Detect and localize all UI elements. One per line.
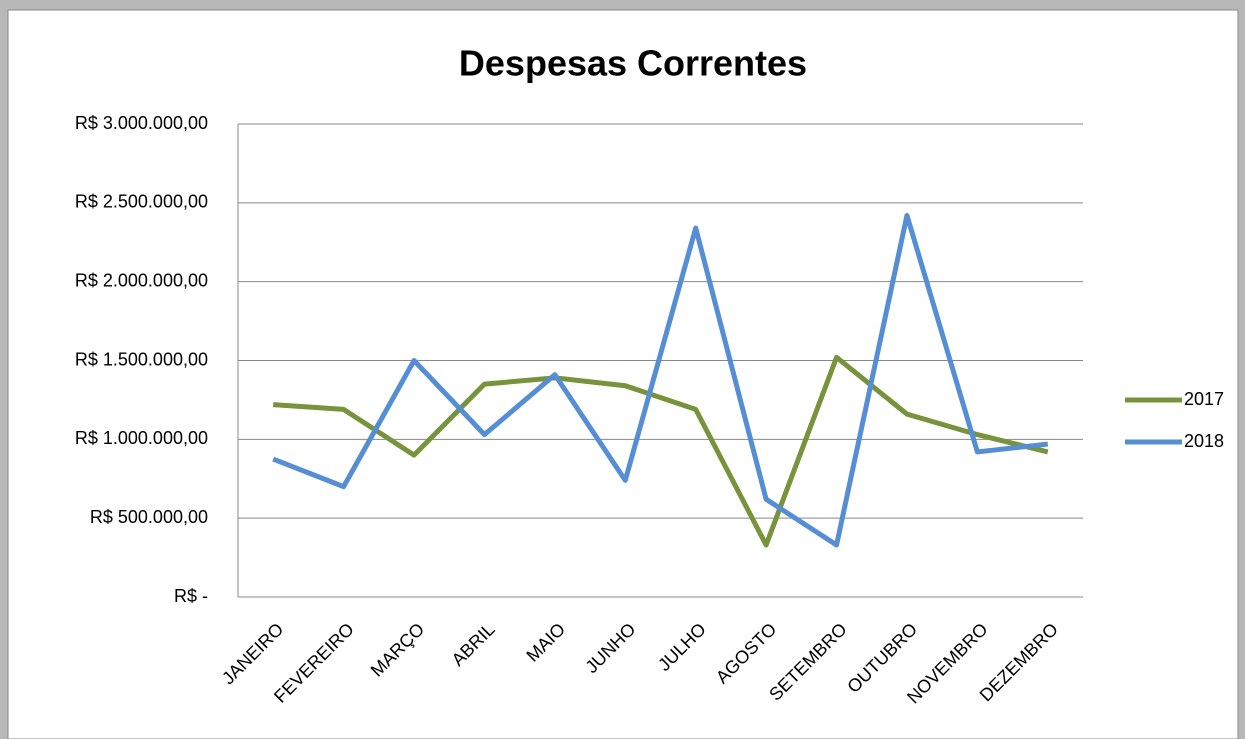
y-tick-label: R$ 3.000.000,00 [75, 113, 208, 133]
chart-area [7, 9, 1239, 739]
line-series [272, 212, 1049, 548]
y-tick-label: R$ - [174, 586, 208, 606]
line-series [273, 354, 1049, 548]
y-tick-label: R$ 500.000,00 [90, 507, 208, 527]
y-tick-label: R$ 2.000.000,00 [75, 270, 208, 290]
legend-label: 2018 [1184, 431, 1224, 451]
chart-title: Despesas Correntes [459, 43, 807, 84]
y-tick-label: R$ 2.500.000,00 [75, 192, 208, 212]
y-tick-label: R$ 1.000.000,00 [75, 428, 208, 448]
y-tick-label: R$ 1.500.000,00 [75, 349, 208, 369]
legend-label: 2017 [1184, 389, 1224, 409]
